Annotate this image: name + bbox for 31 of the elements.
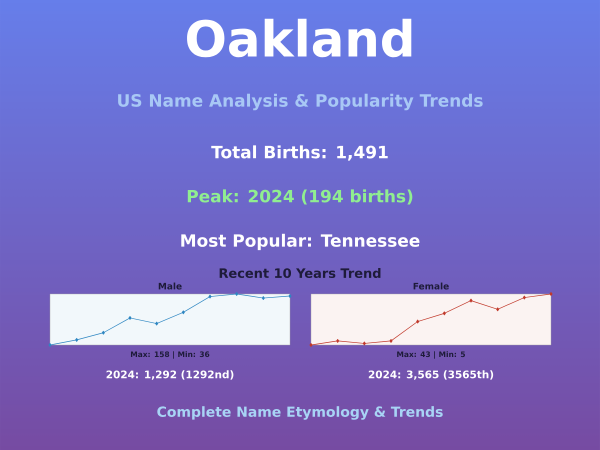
text: Total Births: 1,491 — [211, 145, 388, 161]
text: US Name Analysis & Popularity Trends — [118, 94, 483, 110]
chart-title: Female — [414, 282, 449, 290]
text: 2024: 1,292 (1292nd) — [106, 370, 234, 380]
point — [75, 338, 78, 342]
point — [336, 338, 340, 343]
point — [309, 343, 313, 347]
point — [102, 330, 105, 335]
point — [496, 307, 500, 312]
text: 2024: 3,565 (3565th) — [368, 370, 494, 380]
point — [182, 310, 185, 314]
point — [416, 320, 420, 324]
text: Most Popular: Tennessee — [181, 234, 420, 250]
point — [522, 296, 526, 300]
point — [262, 296, 265, 300]
point — [48, 343, 52, 347]
point — [362, 342, 366, 346]
point — [469, 298, 473, 303]
text: Peak: 2024 (194 births) — [188, 189, 412, 205]
text: Recent 10 Years Trend — [220, 268, 380, 278]
point — [128, 316, 132, 320]
point — [549, 292, 553, 296]
point — [389, 338, 393, 343]
text: Oakland — [187, 18, 412, 58]
point — [155, 322, 158, 326]
point — [208, 294, 212, 298]
point — [442, 311, 446, 316]
point — [235, 292, 238, 296]
chart-title: Male — [158, 282, 182, 290]
text: Complete Name Etymology & Trends — [157, 406, 443, 420]
point — [288, 294, 292, 298]
